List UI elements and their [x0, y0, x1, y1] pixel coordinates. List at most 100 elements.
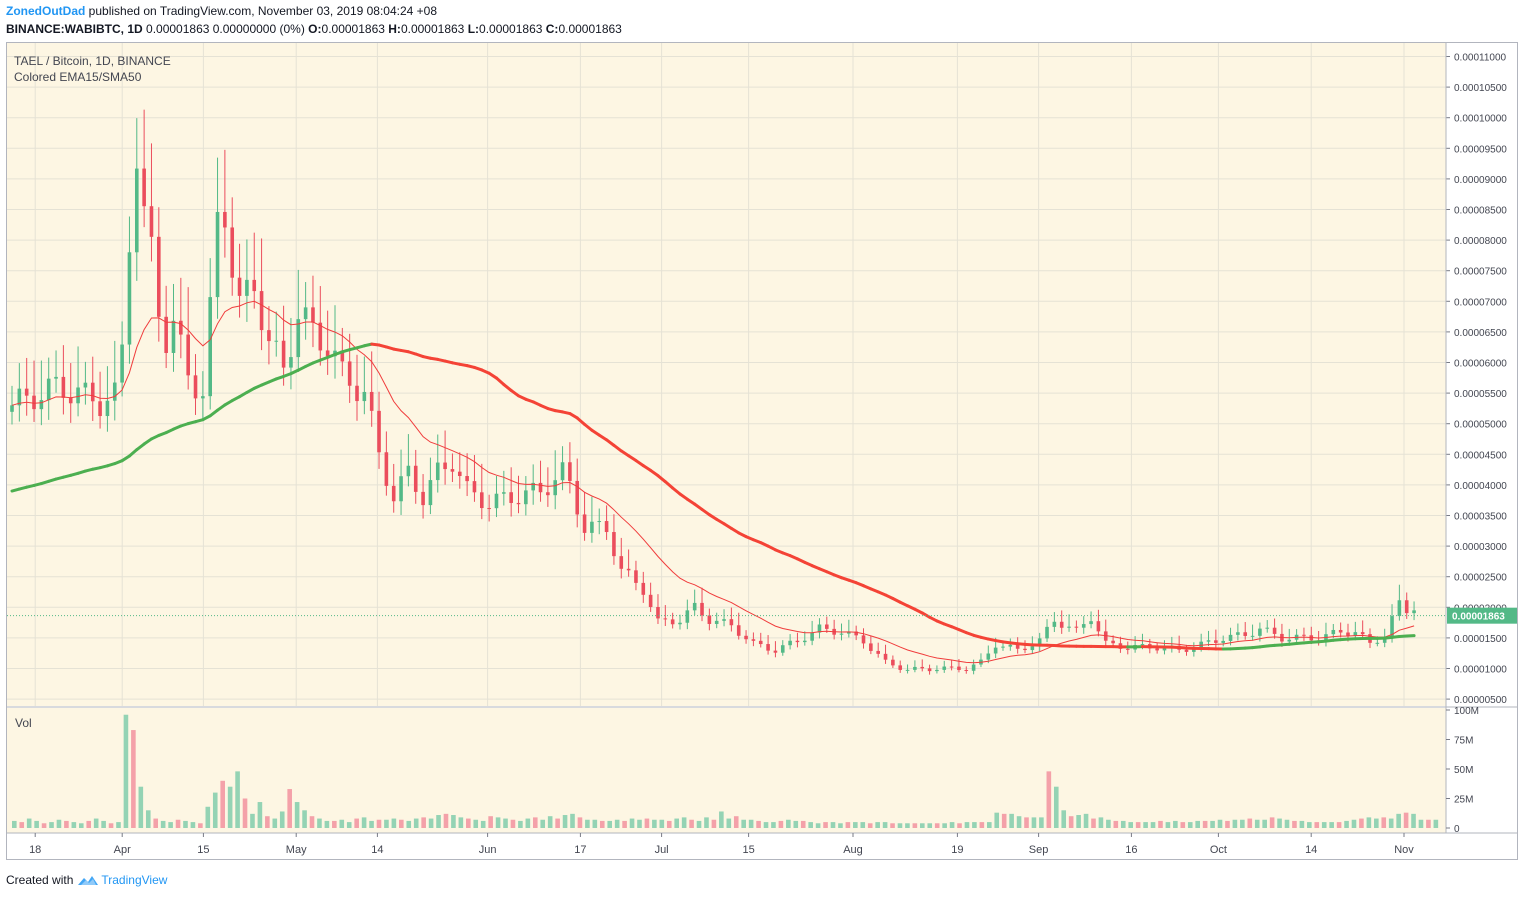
time-tick-label: 18 — [29, 844, 41, 856]
volume-bar — [1173, 820, 1178, 828]
candle-body — [612, 532, 616, 557]
volume-bar — [652, 819, 657, 828]
volume-bar — [71, 822, 77, 828]
volume-bar — [786, 819, 791, 828]
sma50-segment — [509, 388, 521, 398]
candle-body — [619, 556, 624, 569]
candle-body — [157, 236, 161, 317]
candle-body — [678, 622, 682, 625]
candle-body — [641, 582, 646, 595]
volume-bar — [607, 820, 613, 828]
candle-body — [369, 391, 374, 411]
candle-body — [186, 334, 190, 376]
volume-bar — [1374, 818, 1379, 828]
volume-bar — [495, 817, 501, 828]
candle-body — [296, 319, 301, 358]
candle-body — [524, 490, 528, 505]
volume-bar — [406, 820, 412, 828]
candle-body — [971, 664, 976, 671]
volume-bar — [1336, 822, 1342, 828]
volume-bar — [637, 819, 642, 828]
candle-body — [1243, 632, 1248, 636]
candle-body — [384, 452, 389, 486]
volume-bar — [309, 816, 315, 828]
candle-body — [223, 211, 227, 228]
volume-bar — [934, 823, 940, 828]
candle-body — [1059, 621, 1064, 628]
volume-bar — [860, 822, 866, 828]
candle-body — [61, 376, 66, 398]
volume-bar — [1217, 819, 1223, 828]
volume-bar — [800, 820, 806, 828]
time-tick-label: 15 — [742, 844, 754, 856]
volume-bar — [287, 789, 292, 828]
time-tick-label: 14 — [1305, 844, 1317, 856]
candle-body — [164, 316, 168, 353]
candle-body — [421, 491, 425, 506]
volume-bar — [666, 820, 672, 828]
ema15-line — [11, 300, 1415, 664]
candle-body — [1346, 632, 1350, 636]
time-tick-label: Jun — [479, 844, 497, 856]
candle-body — [208, 297, 212, 397]
volume-bar — [629, 818, 635, 828]
volume-bar — [719, 811, 724, 828]
candle-body — [707, 615, 712, 624]
volume-bar — [26, 818, 32, 828]
candle-body — [1045, 626, 1049, 639]
volume-bar — [131, 730, 136, 828]
volume-bar — [1143, 822, 1148, 828]
candle-body — [347, 361, 352, 386]
volume-bar — [756, 820, 761, 828]
tradingview-link[interactable]: TradingView — [101, 873, 168, 887]
candle-body — [861, 635, 866, 644]
candle-body — [648, 594, 653, 608]
candle-body — [670, 619, 675, 625]
candle-body — [795, 640, 800, 643]
volume-bar — [845, 822, 851, 828]
volume-bar — [34, 820, 39, 828]
candle-body — [494, 493, 499, 509]
volume-bar — [265, 816, 270, 828]
price-tick-label: 0.00007000 — [1454, 297, 1507, 308]
volume-bar — [101, 820, 106, 828]
volume-bar — [1366, 817, 1372, 828]
candle-body — [1236, 632, 1240, 635]
candle-body — [553, 480, 558, 496]
volume-bar — [1232, 819, 1238, 828]
candle-body — [1390, 616, 1394, 638]
price-tick-label: 0.00010500 — [1454, 83, 1507, 94]
candle-body — [377, 410, 381, 453]
volume-bar — [1061, 810, 1067, 828]
volume-bar — [384, 819, 389, 828]
candle-body — [318, 322, 323, 351]
price-tick-label: 0.00002500 — [1454, 573, 1507, 584]
candle-body — [847, 631, 851, 634]
candle-body — [575, 480, 580, 515]
sma50-segment — [693, 502, 704, 511]
volume-bar — [949, 822, 955, 828]
sma50-segment — [494, 376, 506, 387]
volume-bar — [108, 823, 114, 828]
candle-body — [237, 277, 242, 296]
volume-bar — [1359, 818, 1364, 828]
author-link[interactable]: ZonedOutDad — [6, 4, 86, 18]
volume-bar — [1262, 819, 1267, 828]
volume-bar — [793, 820, 799, 828]
sma50-segment — [663, 480, 675, 490]
volume-bar — [1016, 816, 1022, 828]
price-tick-label: 0.00010000 — [1454, 114, 1507, 125]
volume-bar — [212, 792, 218, 828]
candle-body — [839, 633, 844, 635]
candle-body — [1184, 649, 1189, 652]
volume-bar — [1240, 819, 1245, 828]
volume-bar — [346, 822, 352, 828]
candle-body — [883, 653, 888, 660]
candle-body — [32, 395, 36, 410]
volume-bar — [748, 819, 754, 828]
volume-bar — [1292, 820, 1297, 828]
volume-bar — [1254, 819, 1260, 828]
volume-bar — [49, 822, 54, 828]
candle-body — [876, 650, 880, 654]
